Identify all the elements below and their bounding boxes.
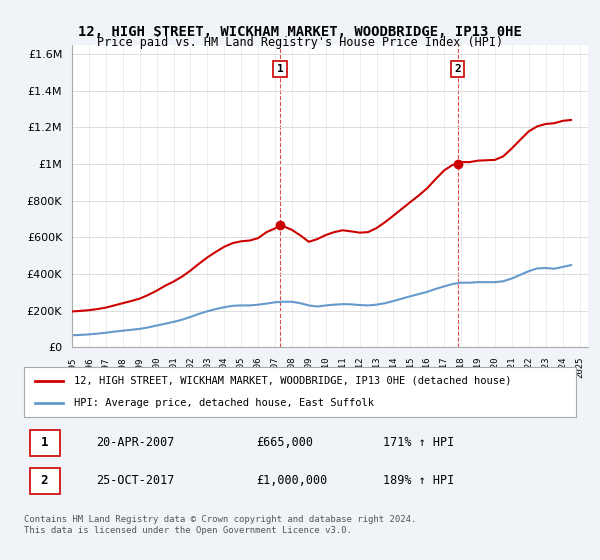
Text: 2: 2 [454, 64, 461, 74]
Text: 171% ↑ HPI: 171% ↑ HPI [383, 436, 454, 449]
FancyBboxPatch shape [29, 468, 60, 494]
Text: 20-APR-2007: 20-APR-2007 [96, 436, 174, 449]
Text: 189% ↑ HPI: 189% ↑ HPI [383, 474, 454, 487]
Text: Contains HM Land Registry data © Crown copyright and database right 2024.
This d: Contains HM Land Registry data © Crown c… [24, 515, 416, 535]
Text: 2: 2 [41, 474, 48, 487]
Text: 12, HIGH STREET, WICKHAM MARKET, WOODBRIDGE, IP13 0HE (detached house): 12, HIGH STREET, WICKHAM MARKET, WOODBRI… [74, 376, 511, 386]
FancyBboxPatch shape [29, 430, 60, 456]
Text: 1: 1 [277, 64, 283, 74]
Text: 1: 1 [41, 436, 48, 449]
Text: HPI: Average price, detached house, East Suffolk: HPI: Average price, detached house, East… [74, 398, 374, 408]
Text: £665,000: £665,000 [256, 436, 313, 449]
Text: £1,000,000: £1,000,000 [256, 474, 327, 487]
Text: Price paid vs. HM Land Registry's House Price Index (HPI): Price paid vs. HM Land Registry's House … [97, 36, 503, 49]
Text: 12, HIGH STREET, WICKHAM MARKET, WOODBRIDGE, IP13 0HE: 12, HIGH STREET, WICKHAM MARKET, WOODBRI… [78, 25, 522, 39]
Text: 25-OCT-2017: 25-OCT-2017 [96, 474, 174, 487]
